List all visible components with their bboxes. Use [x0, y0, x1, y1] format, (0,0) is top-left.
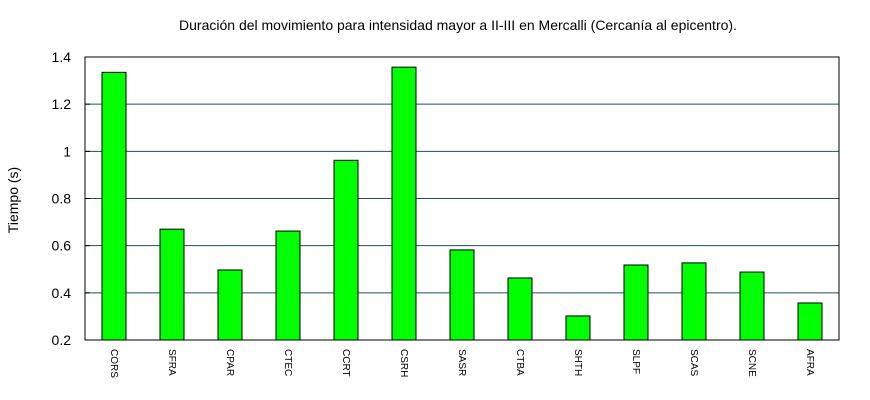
- bar-sfra: [159, 228, 185, 341]
- bar-sasr: [449, 249, 475, 341]
- x-tick-label: SFRA: [166, 349, 177, 376]
- y-tick-label: 0.8: [52, 191, 72, 207]
- bar-ctec: [275, 230, 301, 341]
- chart-title: Duración del movimiento para intensidad …: [179, 17, 737, 33]
- y-tick-label: 1: [63, 143, 71, 159]
- x-tick-label: SCNE: [746, 349, 757, 377]
- bar-slpf: [623, 264, 649, 341]
- bar-shth: [565, 315, 591, 341]
- x-tick-label: SASR: [456, 349, 467, 376]
- bar-csrh: [391, 66, 417, 341]
- y-tick-label: 1.2: [52, 96, 72, 112]
- bar-scas: [681, 262, 707, 341]
- bar-ctba: [507, 277, 533, 341]
- y-tick-label: 0.2: [52, 332, 72, 348]
- x-tick-label: SLPF: [630, 349, 641, 374]
- x-tick-label: SHTH: [572, 349, 583, 376]
- bar-cors: [101, 71, 127, 341]
- bar-ccrt: [333, 159, 359, 341]
- x-tick-label: CTEC: [282, 349, 293, 376]
- x-tick-label: CPAR: [224, 349, 235, 376]
- bar-afra: [797, 302, 823, 341]
- bar-cpar: [217, 269, 243, 341]
- y-axis-label: Tiempo (s): [5, 167, 21, 233]
- bar-scne: [739, 271, 765, 341]
- x-tick-label: CORS: [108, 349, 119, 378]
- x-tick-label: AFRA: [804, 349, 815, 376]
- y-tick-label: 0.6: [52, 238, 72, 254]
- y-tick-label: 1.4: [52, 49, 72, 65]
- x-tick-label: CSRH: [398, 349, 409, 377]
- x-tick-label: CTBA: [514, 349, 525, 376]
- y-tick-label: 0.4: [52, 285, 72, 301]
- x-tick-label: CCRT: [340, 349, 351, 377]
- x-tick-label: SCAS: [688, 349, 699, 377]
